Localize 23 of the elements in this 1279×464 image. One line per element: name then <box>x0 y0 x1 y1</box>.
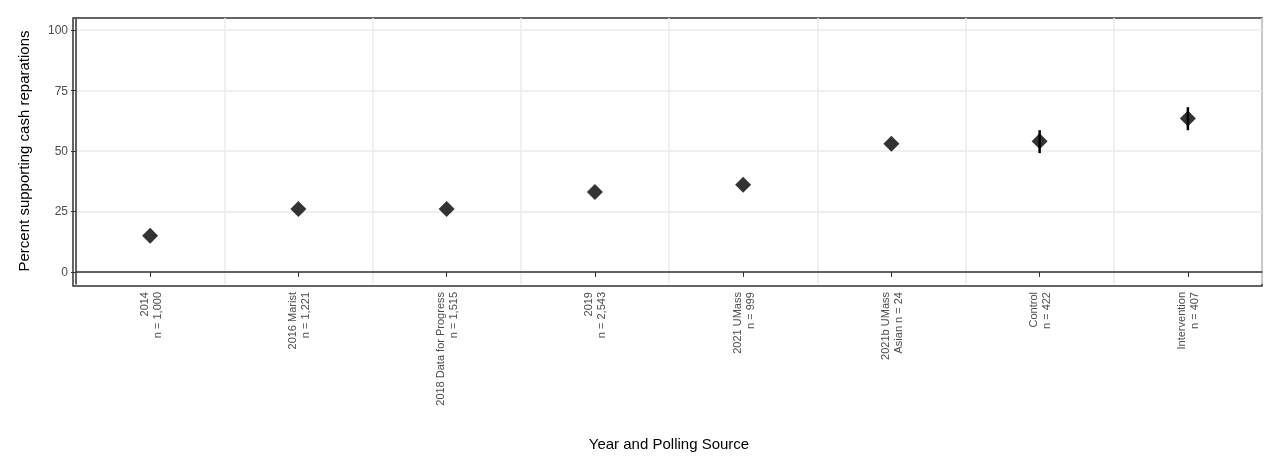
y-tick-label: 0 <box>61 264 69 279</box>
y-axis-title: Percent supporting cash reparations <box>15 30 32 272</box>
x-axis-title: Year and Polling Source <box>588 435 750 452</box>
x-tick-label: Intervention n = 407 <box>1175 292 1201 350</box>
point <box>290 201 307 218</box>
y-tick-label: 25 <box>54 204 69 219</box>
x-tick-label: 2021 UMass n = 999 <box>730 291 756 354</box>
point <box>142 227 159 244</box>
y-tick-label: 100 <box>47 23 69 38</box>
y-tick-label: 50 <box>54 144 69 158</box>
x-tick-label: 2019 n = 2,543 <box>582 292 608 339</box>
x-tick-label: 2018 Data for Progress n = 1,515 <box>434 291 460 406</box>
x-tick-label: 2014 n = 1,000 <box>137 292 163 339</box>
point <box>438 201 455 218</box>
point <box>1031 133 1048 150</box>
point <box>1179 110 1196 127</box>
point <box>586 184 603 201</box>
point <box>735 176 752 193</box>
y-tick-label: 75 <box>54 83 69 98</box>
point <box>883 135 900 152</box>
x-tick-label: Control n = 422 <box>1027 292 1053 330</box>
x-tick-label: 2016 Marist n = 1,221 <box>285 292 311 350</box>
x-tick-label: 2021b UMass Asian n = 24 <box>878 291 904 360</box>
